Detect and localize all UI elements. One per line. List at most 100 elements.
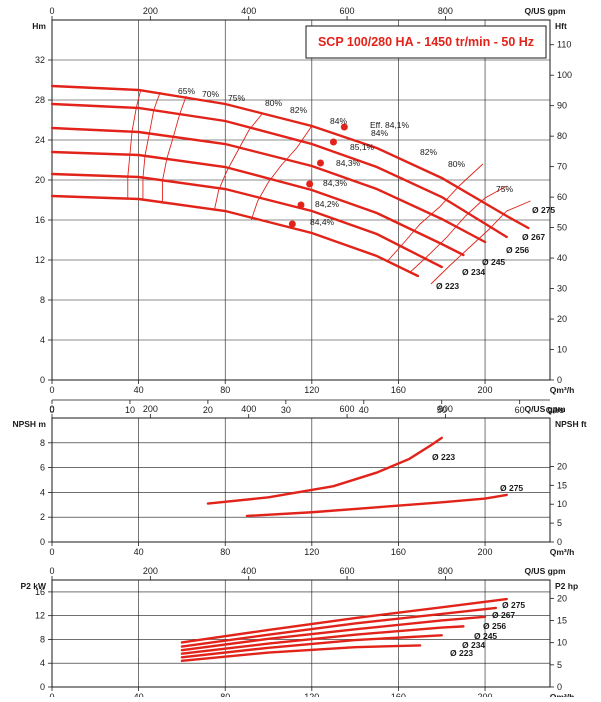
y-tick-label: 8 — [40, 438, 45, 448]
series-curve — [180, 615, 487, 652]
y-axis-label: Hm — [32, 21, 46, 31]
right-tick-label: 40 — [557, 253, 567, 263]
top-tick-label: 600 — [340, 566, 355, 576]
y-tick-label: 4 — [40, 487, 45, 497]
x-tick-label: 120 — [304, 547, 319, 557]
x-tick-label: 160 — [391, 692, 406, 697]
y-tick-label: 16 — [35, 587, 45, 597]
x-tick-label: 120 — [304, 692, 319, 697]
y-tick-label: 0 — [40, 375, 45, 385]
right-tick-label: 0 — [557, 682, 562, 692]
series-label: Ø 223 — [450, 648, 473, 658]
ls-tick-label: 60 — [515, 405, 525, 415]
series-curve — [50, 126, 487, 244]
y-tick-label: 32 — [35, 55, 45, 65]
y-tick-label: 6 — [40, 463, 45, 473]
best-efficiency-point — [316, 159, 324, 167]
right-tick-label: 30 — [557, 284, 567, 294]
right-tick-label: 20 — [557, 314, 567, 324]
y-tick-label: 12 — [35, 255, 45, 265]
right-axis-label: P2 hp — [555, 581, 578, 591]
ls-tick-label: 30 — [281, 405, 291, 415]
efficiency-label: 75% — [496, 184, 513, 194]
best-efficiency-point — [340, 123, 348, 131]
right-tick-label: 70 — [557, 162, 567, 172]
top-tick-label: 200 — [143, 6, 158, 16]
y-tick-label: 16 — [35, 215, 45, 225]
best-efficiency-point — [306, 180, 314, 188]
series-curve — [180, 644, 422, 663]
series-label: Ø 245 — [482, 257, 505, 267]
efficiency-curve — [142, 91, 161, 200]
top-tick-label: 800 — [438, 6, 453, 16]
right-tick-label: 110 — [557, 40, 571, 50]
x-tick-label: 80 — [220, 385, 230, 395]
right-tick-label: 60 — [557, 192, 567, 202]
panel-3 — [48, 576, 554, 691]
y-tick-label: 4 — [40, 658, 45, 668]
x-tick-label: 80 — [220, 547, 230, 557]
efficiency-label: 84% — [330, 116, 347, 126]
top-tick-label: 800 — [438, 404, 453, 414]
right-tick-label: 10 — [557, 345, 567, 355]
x-tick-label: 160 — [391, 385, 406, 395]
top-tick-label: 0 — [49, 566, 54, 576]
efficiency-curve — [161, 95, 187, 203]
efficiency-label: 84,2% — [315, 199, 340, 209]
ls-tick-label: 10 — [125, 405, 135, 415]
y-tick-label: 2 — [40, 512, 45, 522]
right-tick-label: 5 — [557, 660, 562, 670]
y-tick-label: 8 — [40, 295, 45, 305]
efficiency-label: 82% — [420, 147, 437, 157]
x-tick-label: 0 — [49, 385, 54, 395]
series-label: Ø 245 — [474, 631, 497, 641]
right-tick-label: 5 — [557, 518, 562, 528]
right-axis-label: NPSH ft — [555, 419, 587, 429]
x-axis-label: Qm³/h — [550, 547, 575, 557]
efficiency-curve — [250, 125, 313, 221]
series-curve — [50, 194, 420, 278]
panel-2 — [48, 414, 554, 546]
series-label: Ø 223 — [436, 281, 459, 291]
right-tick-label: 50 — [557, 223, 567, 233]
right-tick-label: 90 — [557, 101, 567, 111]
efficiency-label: 82% — [290, 105, 307, 115]
best-efficiency-point — [329, 138, 337, 146]
x-tick-label: 80 — [220, 692, 230, 697]
series-label: Ø 267 — [492, 610, 515, 620]
y-tick-label: 0 — [40, 537, 45, 547]
series-label: Ø 275 — [502, 600, 525, 610]
right-tick-label: 80 — [557, 131, 567, 141]
series-curve — [50, 84, 530, 230]
series-label: Ø 256 — [506, 245, 529, 255]
series-curve — [180, 625, 465, 655]
top-tick-label: 400 — [241, 404, 256, 414]
ls-tick-label: 20 — [203, 405, 213, 415]
y-tick-label: 4 — [40, 335, 45, 345]
y-tick-label: 0 — [40, 682, 45, 692]
series-label: Ø 256 — [483, 621, 506, 631]
y-tick-label: 8 — [40, 634, 45, 644]
efficiency-label: Eff. 84,1% — [370, 120, 410, 130]
right-tick-label: 20 — [557, 593, 567, 603]
efficiency-label: 75% — [228, 93, 245, 103]
series-curve — [206, 436, 443, 505]
series-curve — [180, 606, 498, 648]
right-tick-label: 10 — [557, 499, 567, 509]
y-axis-label: NPSH m — [12, 419, 46, 429]
right-tick-label: 0 — [557, 537, 562, 547]
plot-frame — [51, 417, 551, 543]
efficiency-label: 84,4% — [310, 217, 335, 227]
top-axis-label: Q/US gpm — [524, 6, 566, 16]
ls-tick-label: 50 — [437, 405, 447, 415]
efficiency-label: 80% — [265, 98, 282, 108]
x-tick-label: 0 — [49, 547, 54, 557]
panel-1 — [48, 16, 554, 404]
y-axis-label: P2 kW — [20, 581, 46, 591]
x-tick-label: 40 — [134, 692, 144, 697]
y-tick-label: 12 — [35, 611, 45, 621]
series-label: Ø 223 — [432, 452, 455, 462]
title-box — [305, 25, 547, 59]
ls-axis-label: Q/l/s — [546, 405, 565, 415]
